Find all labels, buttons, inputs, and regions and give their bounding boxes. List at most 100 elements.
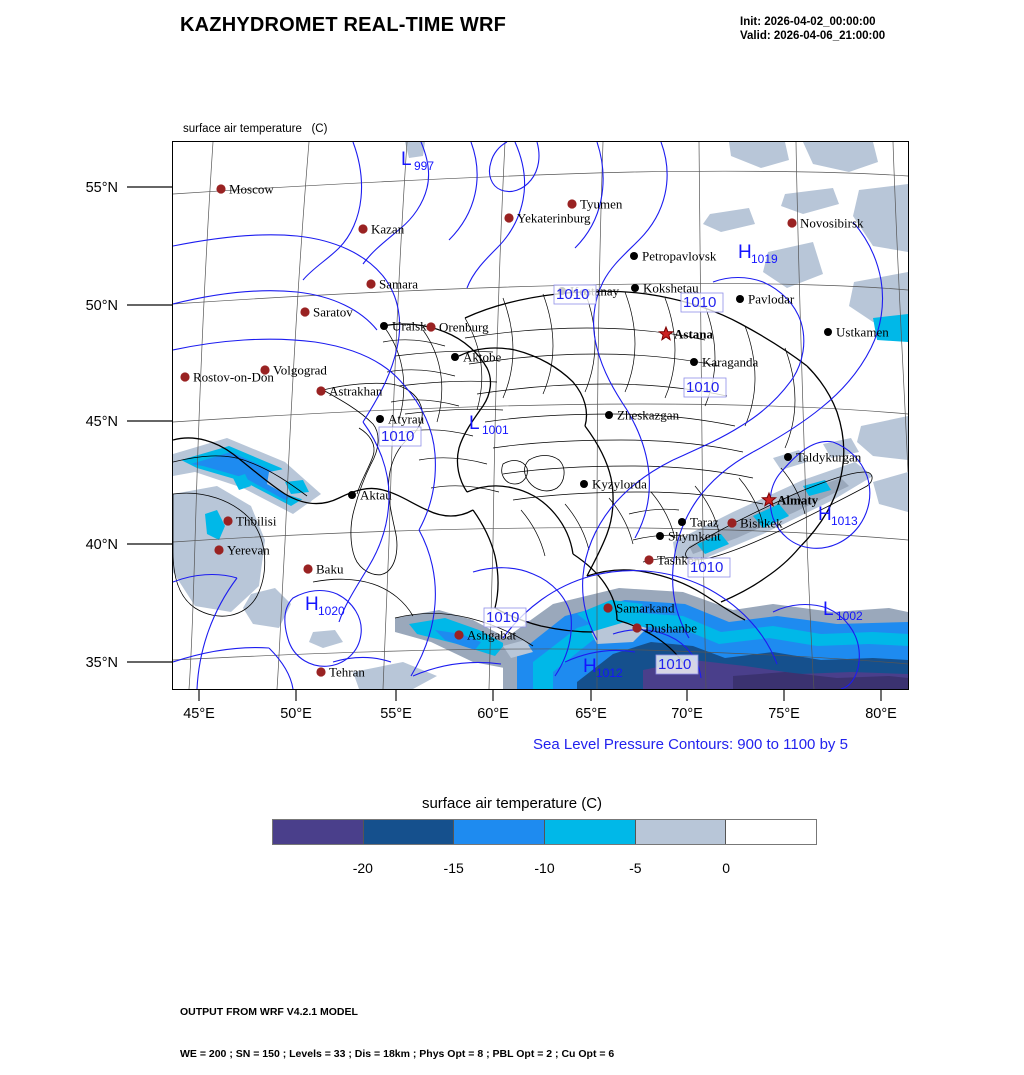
map-city[interactable]: Samarkand xyxy=(603,601,675,616)
pressure-center: L 1001 xyxy=(469,413,509,437)
map-city[interactable]: Kyzylorda xyxy=(580,477,647,492)
colorbar-segment-0 xyxy=(273,820,364,844)
city-label: Almaty xyxy=(777,493,819,508)
map-city[interactable]: Ustkamen xyxy=(824,325,889,340)
contour-value-label: 1010 xyxy=(655,654,699,675)
map-city[interactable]: Tehran xyxy=(316,665,365,680)
latitude-ticks xyxy=(127,186,172,663)
map-city[interactable]: Thbilisi xyxy=(223,514,277,529)
map-city[interactable]: Orenburg xyxy=(426,320,489,335)
colorbar-ticks: -20 -15 -10 -5 0 xyxy=(272,860,817,880)
lon-tick-80e: 80°E xyxy=(865,706,897,722)
city-label: Petropavlovsk xyxy=(642,249,717,264)
city-marker-dot xyxy=(727,518,737,528)
lat-tick-45n: 45°N xyxy=(85,414,118,430)
contour-value-label: 1010 xyxy=(378,426,422,447)
map-city[interactable]: Almaty xyxy=(760,491,819,508)
lon-tick-60e: 60°E xyxy=(477,706,509,722)
map-city[interactable]: Novosibirsk xyxy=(787,216,864,231)
city-marker-dot xyxy=(214,545,224,555)
city-marker-dot xyxy=(454,630,464,640)
city-label: Yekaterinburg xyxy=(517,211,591,226)
run-info: Init: 2026-04-02_00:00:00 Valid: 2026-04… xyxy=(740,15,885,43)
map-city[interactable]: Aktau xyxy=(348,488,392,503)
map-city[interactable]: Taraz xyxy=(678,515,719,530)
city-label: Dushanbe xyxy=(645,621,697,636)
city-marker-dot xyxy=(451,353,459,361)
pressure-center-letter: L xyxy=(469,413,480,434)
colorbar[interactable] xyxy=(272,819,817,845)
contour-label-text: 1010 xyxy=(683,294,716,311)
map-city[interactable]: Uralsk xyxy=(380,319,427,334)
map-canvas[interactable]: Moscow Kazan Samara Saratov Uralsk Orenburg Ye… xyxy=(173,142,908,689)
map-city[interactable]: Tyumen xyxy=(567,197,623,212)
city-marker-dot xyxy=(824,328,832,336)
map-city[interactable]: Kazan xyxy=(358,222,405,237)
city-marker-dot xyxy=(180,372,190,382)
map-city[interactable]: Baku xyxy=(303,562,344,577)
map-city[interactable]: Taldykurgan xyxy=(784,450,862,465)
graticule-layer xyxy=(173,142,908,689)
city-marker-dot xyxy=(580,480,588,488)
pressure-center: H 1012 xyxy=(583,656,623,680)
map-city[interactable]: Atyrau xyxy=(376,412,425,427)
map-city[interactable]: Karaganda xyxy=(690,355,759,370)
map-city[interactable]: Bishkek xyxy=(727,516,783,531)
contour-label-text: 1010 xyxy=(690,559,723,576)
map-city[interactable]: Astana xyxy=(657,325,714,342)
city-label: Taraz xyxy=(690,515,719,530)
city-label: Ashgabat xyxy=(467,628,516,643)
city-marker-dot xyxy=(631,284,639,292)
pressure-center-letter: H xyxy=(583,656,597,677)
colorbar-tick-3: -5 xyxy=(629,860,642,876)
contour-value-label: 1010 xyxy=(483,607,527,628)
map-city[interactable]: Petropavlovsk xyxy=(630,249,717,264)
pressure-center-letter: L xyxy=(823,599,834,620)
contour-labels-layer: 1010 1010 1010 1010 1010 1010 1010 xyxy=(378,284,731,675)
colorbar-segment-4 xyxy=(635,820,727,844)
map-city[interactable]: Rostov-on-Don xyxy=(180,370,274,385)
pressure-center-value: 1012 xyxy=(596,666,623,680)
map-city[interactable]: Pavlodar xyxy=(736,292,795,307)
map-city[interactable]: Aktobe xyxy=(451,350,502,365)
contour-label-text: 1010 xyxy=(658,656,691,673)
pressure-center: H 1019 xyxy=(738,242,778,266)
map-city[interactable]: Shymkent xyxy=(656,529,721,544)
city-label: Saratov xyxy=(313,305,353,320)
colorbar-segment-1 xyxy=(363,820,455,844)
weather-map[interactable]: Moscow Kazan Samara Saratov Uralsk Orenburg Ye… xyxy=(172,141,909,690)
map-city[interactable]: Yerevan xyxy=(214,543,270,558)
map-city[interactable]: Astrakhan xyxy=(316,384,383,399)
city-label: Baku xyxy=(316,562,344,577)
map-city[interactable]: Kokshetau xyxy=(631,281,699,296)
map-city[interactable]: Dushanbe xyxy=(632,621,697,636)
city-marker-dot xyxy=(216,184,226,194)
pressure-center-value: 1020 xyxy=(318,604,345,618)
city-label: Kokshetau xyxy=(643,281,699,296)
map-city[interactable]: Volgograd xyxy=(260,363,327,378)
city-marker-dot xyxy=(316,667,326,677)
city-marker-dot xyxy=(644,555,654,565)
pressure-center-letter: H xyxy=(818,504,832,525)
city-label: Tehran xyxy=(329,665,365,680)
contour-label-text: 1010 xyxy=(556,286,589,303)
city-label: Novosibirsk xyxy=(800,216,864,231)
map-city[interactable]: Ashgabat xyxy=(454,628,516,643)
latitude-axis: 55°N 50°N 45°N 40°N 35°N xyxy=(0,0,172,700)
contour-label-box xyxy=(687,557,731,578)
map-city[interactable]: Yekaterinburg xyxy=(504,211,591,226)
valid-time: Valid: 2026-04-06_21:00:00 xyxy=(740,30,886,42)
contour-label-text: 1010 xyxy=(381,428,414,445)
longitude-axis: 45°E 50°E 55°E 60°E 65°E 70°E 75°E 80°E xyxy=(172,690,912,726)
map-city[interactable]: Samara xyxy=(366,277,418,292)
city-label: Aktau xyxy=(360,488,392,503)
city-marker-dot xyxy=(300,307,310,317)
map-city[interactable]: Saratov xyxy=(300,305,353,320)
colorbar-segment-2 xyxy=(454,820,546,844)
map-city[interactable]: Moscow xyxy=(216,182,274,197)
city-label: Samara xyxy=(379,277,418,292)
footer-model-line: OUTPUT FROM WRF V4.2.1 MODEL xyxy=(180,1006,358,1018)
city-marker-dot xyxy=(316,386,326,396)
map-city[interactable]: Zheskazgan xyxy=(605,408,680,423)
contour-caption: Sea Level Pressure Contours: 900 to 1100… xyxy=(533,736,848,753)
